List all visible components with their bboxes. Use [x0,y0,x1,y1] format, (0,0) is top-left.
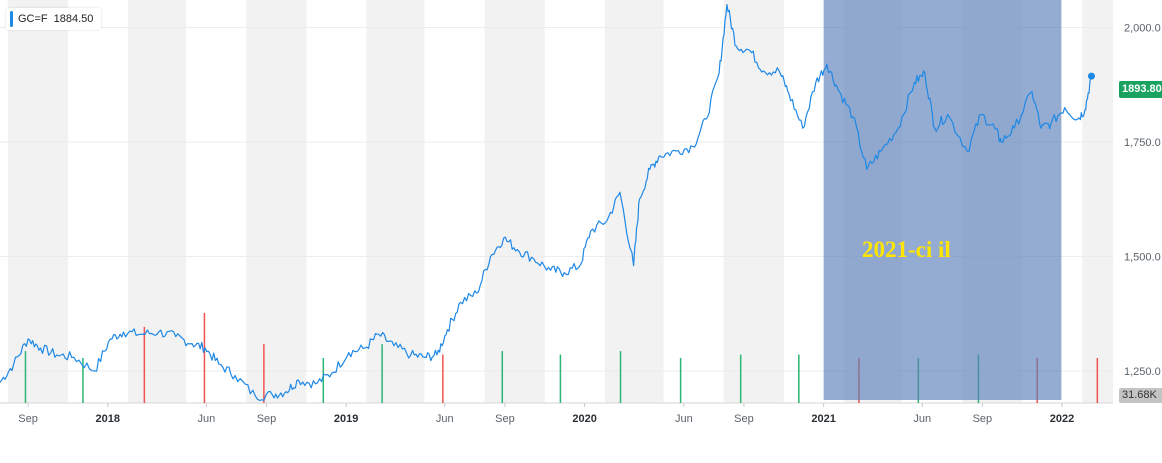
volume-bar [203,313,206,403]
last-price-badge: 1893.80 [1119,81,1162,98]
price-line [0,3,1092,401]
x-tick-label: Jun [436,413,454,425]
y-tick-label: 1,750.0 [1124,137,1161,149]
x-tick-label: Sep [495,413,515,425]
highlight-layer [823,0,1062,400]
volume-bar [1096,358,1099,403]
volume-bar [679,358,682,403]
highlight-annotation: 2021-ci il [862,237,951,262]
x-tick-label: 2021 [811,413,835,425]
y-tick-label: 1,500.0 [1124,251,1161,263]
x-tick-label: 2019 [334,413,358,425]
shaded-band [366,0,425,403]
x-tick-label: Jun [675,413,693,425]
volume-bar [263,344,265,403]
volume-bar [798,354,800,403]
highlight-2021 [823,0,1062,400]
volume-bar [82,358,84,403]
y-tick-label: 2,000.0 [1124,22,1161,34]
y-axis: 1,250.0 1,500.0 1,750.0 2,000.0 [1124,22,1161,377]
series-legend[interactable]: GC=F 1884.50 [6,8,102,30]
x-tick-label: Sep [973,413,993,425]
volume-bar [501,351,504,403]
shaded-band [723,0,784,403]
x-tick-label: Jun [198,413,216,425]
shaded-band [246,0,307,403]
last-price-point [1087,72,1095,80]
y-tick-label: 1,250.0 [1124,366,1161,378]
x-tick-label: 2022 [1050,413,1074,425]
x-axis: Sep 2018 Jun Sep 2019 Jun Sep 2020 Jun Sep 2021 Jun… [18,403,1074,425]
volume-bar [143,326,146,403]
volume-bar [559,354,562,403]
shaded-band [7,0,68,403]
volume-bar [739,354,742,403]
x-tick-label: 2020 [572,413,596,425]
x-tick-label: 2018 [96,413,120,425]
x-tick-label: Sep [257,413,277,425]
x-tick-label: Sep [734,413,754,425]
volume-bar [322,358,325,403]
legend-value: 1884.50 [53,13,94,25]
volume-badge: 31.68K [1119,388,1162,403]
shaded-band [484,0,545,403]
legend-symbol: GC=F [18,13,48,25]
price-series [0,3,1095,401]
shaded-band [1082,0,1113,403]
volume-bar [442,354,444,403]
shaded-band [604,0,664,403]
shaded-band [128,0,187,403]
volume-bar [381,344,383,403]
x-tick-label: Jun [913,413,931,425]
volume-bar [24,351,27,403]
volume-bar [619,351,622,403]
series-color-swatch [10,11,13,27]
x-tick-label: Sep [18,413,38,425]
